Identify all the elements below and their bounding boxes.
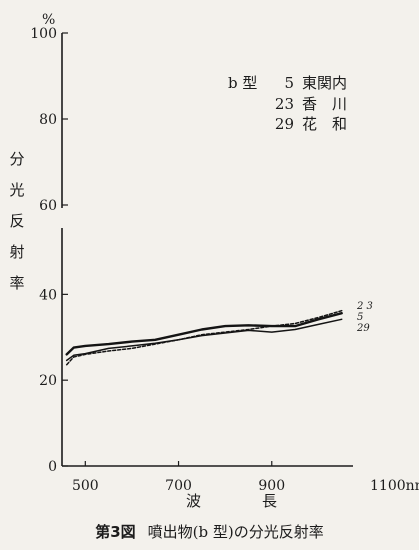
y-tick-label: 100: [30, 26, 57, 42]
series-lines: [65, 309, 343, 366]
x-tick-label: 1100nm: [370, 478, 419, 494]
legend-type: b 型: [228, 74, 258, 92]
figure-caption: 第3図 噴出物(b 型)の分光反射率: [0, 521, 419, 542]
y-tick-label: 40: [39, 287, 57, 303]
series-line-5: [65, 312, 343, 356]
xlabel-char-1: 波: [186, 492, 202, 510]
caption-figure-number: 第3図: [95, 523, 136, 541]
legend-row-23: 23 香 川: [228, 93, 347, 114]
caption-text: 噴出物(b 型)の分光反射率: [147, 523, 324, 541]
series-end-label: 29: [356, 323, 370, 334]
axes: [61, 33, 353, 467]
ylabel-char-1: 分: [9, 150, 25, 168]
y-tick-label: 80: [39, 112, 57, 128]
ylabel-char-3: 反: [9, 212, 25, 230]
xlabel-char-2: 長: [262, 492, 278, 510]
legend-num: 23: [274, 95, 294, 113]
ylabel-char-5: 率: [9, 274, 25, 292]
series-end-label: 2 3: [356, 301, 373, 312]
legend-row-5: b 型 5 東関内: [228, 72, 347, 93]
series-end-label: 5: [357, 312, 363, 323]
x-tick-label: 500: [72, 478, 99, 494]
y-tick-label: 0: [48, 459, 57, 475]
y-tick-label: 20: [39, 373, 57, 389]
ylabel-char-2: 光: [9, 181, 25, 199]
legend-name: 花 和: [302, 115, 348, 133]
legend-num: 29: [274, 115, 294, 133]
legend-name: 東関内: [302, 74, 348, 92]
legend-name: 香 川: [302, 95, 348, 113]
y-unit-label: %: [42, 12, 55, 28]
y-tick-label: 60: [39, 198, 57, 214]
legend-row-29: 29 花 和: [228, 113, 347, 134]
ylabel-char-4: 射: [9, 243, 25, 261]
series-line-29: [65, 318, 343, 362]
legend-num: 5: [284, 74, 294, 92]
series-line-23: [65, 309, 343, 366]
x-tick-label: 700: [165, 478, 192, 494]
ticks: [62, 32, 273, 467]
x-tick-label: 900: [258, 478, 285, 494]
